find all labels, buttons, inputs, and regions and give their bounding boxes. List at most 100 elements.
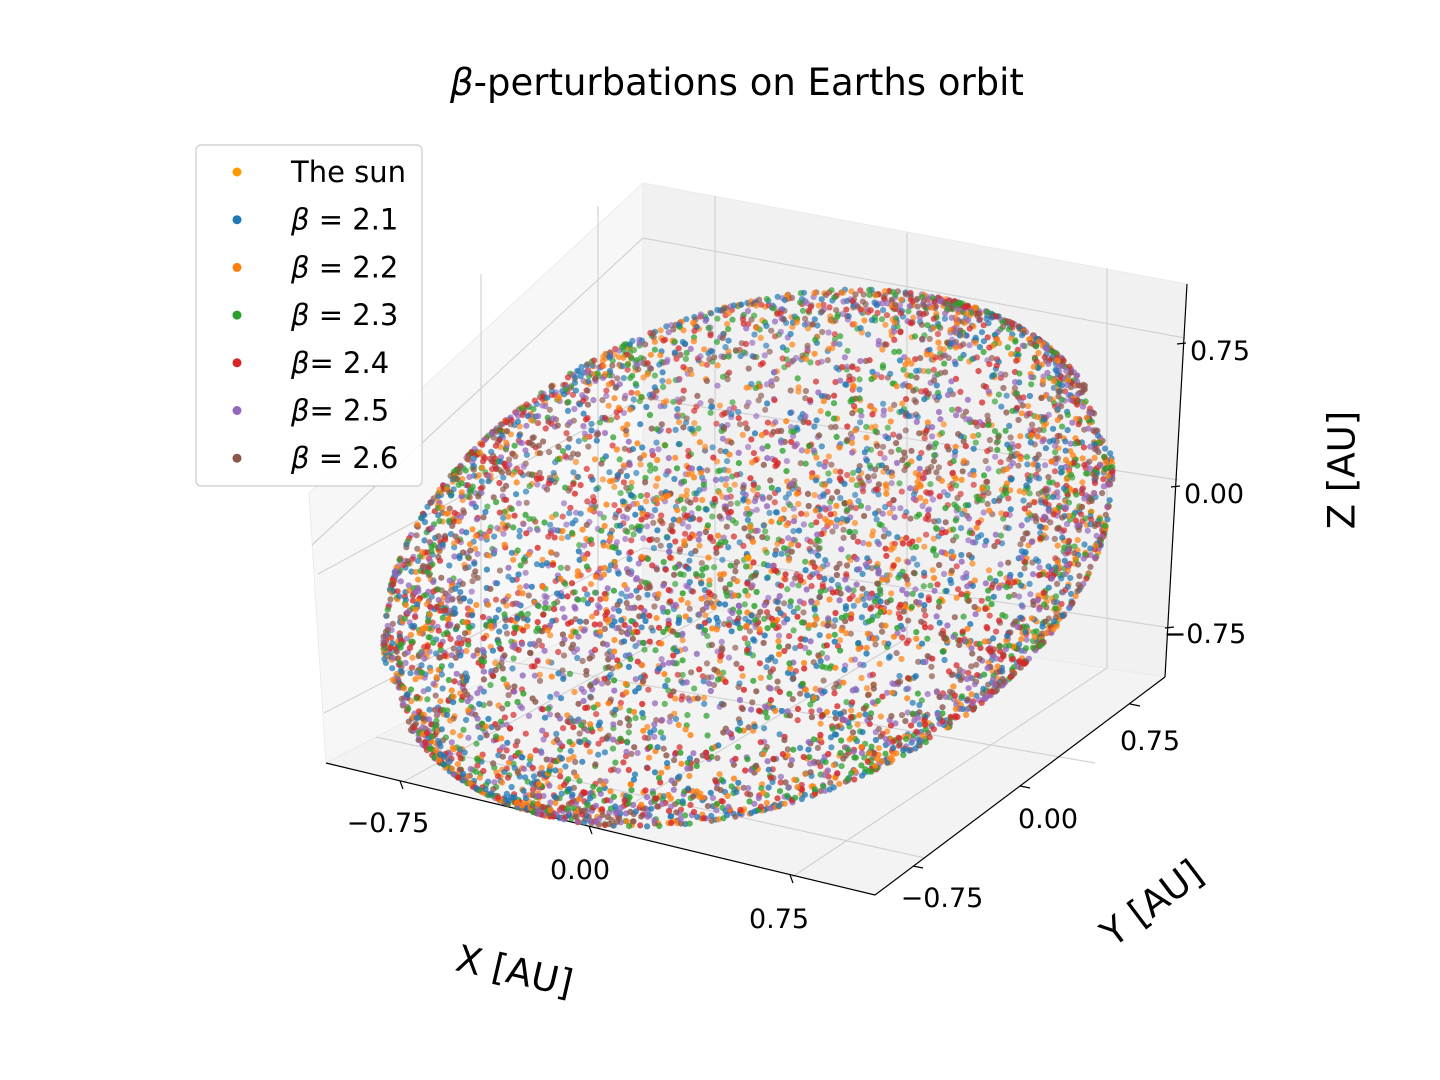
data-point (980, 322, 987, 329)
data-point (735, 449, 742, 456)
data-point (593, 609, 600, 617)
data-point (952, 361, 959, 368)
data-point (683, 487, 691, 494)
data-point (587, 694, 595, 701)
data-point (993, 655, 1000, 662)
data-point (413, 695, 420, 702)
data-point (1008, 351, 1015, 358)
data-point (623, 818, 630, 825)
data-point (1045, 507, 1052, 515)
data-point (503, 681, 510, 688)
data-point (463, 647, 470, 655)
data-point (804, 342, 811, 349)
data-point (745, 443, 752, 451)
data-point (1050, 349, 1057, 356)
data-point (848, 476, 856, 483)
data-point (460, 726, 467, 733)
data-point (649, 562, 656, 569)
data-point (547, 799, 554, 806)
data-point (872, 292, 879, 299)
data-point (970, 433, 977, 440)
data-point (800, 289, 808, 296)
data-point (1059, 423, 1066, 430)
data-point (652, 465, 659, 472)
data-point (639, 444, 646, 451)
data-point (910, 314, 917, 321)
data-point (999, 319, 1006, 326)
data-point (594, 370, 601, 377)
data-point (583, 742, 591, 749)
data-point (469, 578, 476, 585)
data-point (944, 492, 951, 499)
data-point (418, 662, 425, 669)
data-point (1035, 451, 1042, 458)
data-point (880, 400, 887, 407)
data-point (800, 521, 808, 528)
data-point (553, 690, 560, 698)
data-point (805, 649, 813, 656)
data-point (516, 527, 523, 534)
data-point (619, 363, 626, 370)
data-point (665, 329, 672, 336)
data-point (449, 729, 456, 736)
data-point (731, 481, 738, 488)
data-point (714, 648, 721, 655)
data-point (723, 475, 730, 482)
data-point (496, 437, 503, 444)
data-point (953, 482, 960, 489)
data-point (706, 577, 713, 584)
data-point (722, 344, 729, 351)
data-point (929, 496, 937, 503)
data-point (749, 582, 756, 589)
data-point (446, 505, 453, 512)
data-point (789, 696, 796, 703)
data-point (919, 502, 926, 510)
data-point (979, 486, 986, 493)
data-point (827, 317, 834, 324)
data-point (807, 397, 814, 404)
data-point (777, 328, 785, 335)
data-point (764, 562, 771, 569)
data-point (787, 330, 794, 338)
data-point (618, 628, 625, 636)
data-point (525, 471, 532, 478)
data-point (987, 575, 994, 582)
data-point (467, 765, 474, 773)
data-point (707, 310, 715, 317)
data-point (910, 555, 917, 562)
data-point (782, 576, 789, 583)
data-point (741, 601, 748, 608)
data-point (571, 688, 578, 696)
data-point (547, 632, 554, 639)
data-point (958, 551, 965, 559)
data-point (975, 368, 982, 375)
data-point (644, 823, 651, 830)
data-point (411, 622, 418, 630)
data-point (1018, 332, 1026, 339)
data-point (584, 387, 591, 394)
data-point (1072, 440, 1079, 447)
data-point (709, 794, 717, 802)
data-point (734, 500, 741, 507)
data-point (763, 549, 770, 556)
data-point (890, 431, 897, 438)
data-point (510, 655, 517, 662)
data-point (893, 650, 900, 657)
data-point (1051, 468, 1059, 475)
data-point (514, 738, 521, 745)
data-point (606, 372, 613, 379)
data-point (1076, 573, 1083, 580)
data-point (709, 348, 716, 355)
data-point (581, 430, 589, 437)
data-point (896, 302, 904, 309)
data-point (802, 558, 809, 565)
data-point (836, 341, 843, 348)
data-point (665, 427, 672, 434)
data-point (647, 351, 655, 358)
data-point (496, 628, 503, 635)
data-point (626, 556, 633, 563)
data-point (808, 522, 815, 529)
data-point (725, 310, 732, 317)
data-point (531, 397, 538, 404)
data-point (1050, 626, 1057, 633)
